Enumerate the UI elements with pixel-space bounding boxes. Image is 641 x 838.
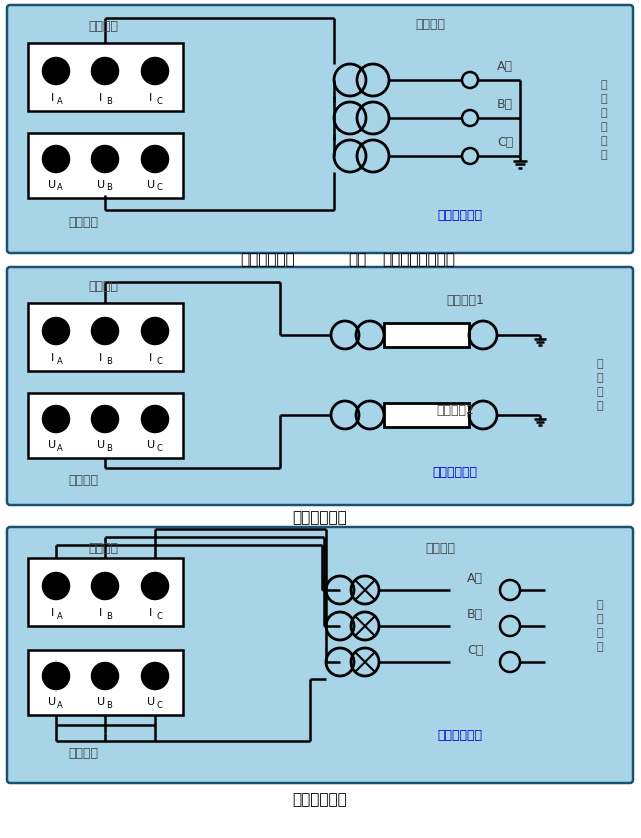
Bar <box>28 43 183 111</box>
FancyBboxPatch shape <box>7 527 633 783</box>
Text: C: C <box>156 96 162 106</box>
Text: U: U <box>97 697 105 707</box>
Text: 被测线路: 被测线路 <box>425 541 455 555</box>
Text: B: B <box>106 96 112 106</box>
FancyBboxPatch shape <box>7 5 633 253</box>
Text: U: U <box>147 697 155 707</box>
Circle shape <box>142 663 168 689</box>
Text: A: A <box>57 96 63 106</box>
Text: B相: B相 <box>467 608 483 620</box>
Text: 正序电容接线: 正序电容接线 <box>293 793 347 808</box>
Text: A: A <box>57 612 63 620</box>
Text: C: C <box>156 443 162 453</box>
Text: U: U <box>48 440 56 450</box>
Text: U: U <box>97 440 105 450</box>
Text: B: B <box>106 184 112 193</box>
Text: 零序阻抗接线: 零序阻抗接线 <box>438 209 483 221</box>
Text: A相: A相 <box>467 572 483 584</box>
Text: 被测线路2: 被测线路2 <box>436 404 474 416</box>
Circle shape <box>142 146 168 172</box>
Text: I: I <box>99 93 103 103</box>
Text: A: A <box>57 701 63 710</box>
Text: I: I <box>99 608 103 618</box>
Text: 电压测量: 电压测量 <box>68 215 98 229</box>
Text: I: I <box>149 608 153 618</box>
Text: A相: A相 <box>497 60 513 74</box>
Circle shape <box>92 406 118 432</box>
Circle shape <box>43 406 69 432</box>
Circle shape <box>142 406 168 432</box>
Text: U: U <box>147 180 155 190</box>
Text: 电压测量: 电压测量 <box>68 473 98 487</box>
Text: I: I <box>149 93 153 103</box>
Circle shape <box>92 573 118 599</box>
Text: A: A <box>57 443 63 453</box>
Text: C相: C相 <box>497 137 513 149</box>
Bar <box>28 558 183 626</box>
Text: C相: C相 <box>467 644 483 656</box>
Text: B: B <box>106 701 112 710</box>
Text: 线路互感接线: 线路互感接线 <box>293 510 347 525</box>
Circle shape <box>142 573 168 599</box>
Bar <box>28 303 183 371</box>
Text: 被测线路: 被测线路 <box>415 18 445 30</box>
Text: 仪器输出: 仪器输出 <box>88 19 118 33</box>
Circle shape <box>92 663 118 689</box>
Text: 对
端
悬
空: 对 端 悬 空 <box>597 600 603 652</box>
Text: I: I <box>51 353 54 363</box>
Text: C: C <box>156 701 162 710</box>
Text: A: A <box>57 184 63 193</box>
Circle shape <box>142 318 168 344</box>
Bar <box>384 323 469 347</box>
Text: B相: B相 <box>497 99 513 111</box>
Text: C: C <box>156 612 162 620</box>
Circle shape <box>92 146 118 172</box>
Circle shape <box>142 58 168 84</box>
Text: U: U <box>48 697 56 707</box>
Bar <box>28 650 183 715</box>
Circle shape <box>43 146 69 172</box>
Text: I: I <box>51 93 54 103</box>
Text: 互感测量接线: 互感测量接线 <box>433 465 478 478</box>
Circle shape <box>43 663 69 689</box>
Text: 或者: 或者 <box>348 252 366 267</box>
Circle shape <box>92 58 118 84</box>
Text: U: U <box>147 440 155 450</box>
Text: 电压测量: 电压测量 <box>68 747 98 759</box>
Text: B: B <box>106 356 112 365</box>
Bar <box>384 403 469 427</box>
Text: U: U <box>97 180 105 190</box>
Circle shape <box>43 573 69 599</box>
FancyBboxPatch shape <box>7 267 633 505</box>
Text: 按照正序阻抗接线: 按照正序阻抗接线 <box>382 252 455 267</box>
Text: 仪器输出: 仪器输出 <box>88 541 118 555</box>
Bar <box>28 393 183 458</box>
Text: 仪器输出: 仪器输出 <box>88 280 118 292</box>
Text: I: I <box>51 608 54 618</box>
Circle shape <box>43 58 69 84</box>
Text: I: I <box>149 353 153 363</box>
Text: 零序阻抗接线: 零序阻抗接线 <box>240 252 295 267</box>
Circle shape <box>43 318 69 344</box>
Text: C: C <box>156 356 162 365</box>
Text: 正序电容接线: 正序电容接线 <box>438 728 483 742</box>
Text: A: A <box>57 356 63 365</box>
Text: U: U <box>48 180 56 190</box>
Text: C: C <box>156 184 162 193</box>
Text: 对
端
短
接
接
地: 对 端 短 接 接 地 <box>601 80 607 160</box>
Circle shape <box>92 318 118 344</box>
Text: 被测线路1: 被测线路1 <box>446 293 484 307</box>
Text: I: I <box>99 353 103 363</box>
Text: 对
端
接
地: 对 端 接 地 <box>597 359 603 411</box>
Text: B: B <box>106 612 112 620</box>
Bar <box>28 133 183 198</box>
Text: B: B <box>106 443 112 453</box>
